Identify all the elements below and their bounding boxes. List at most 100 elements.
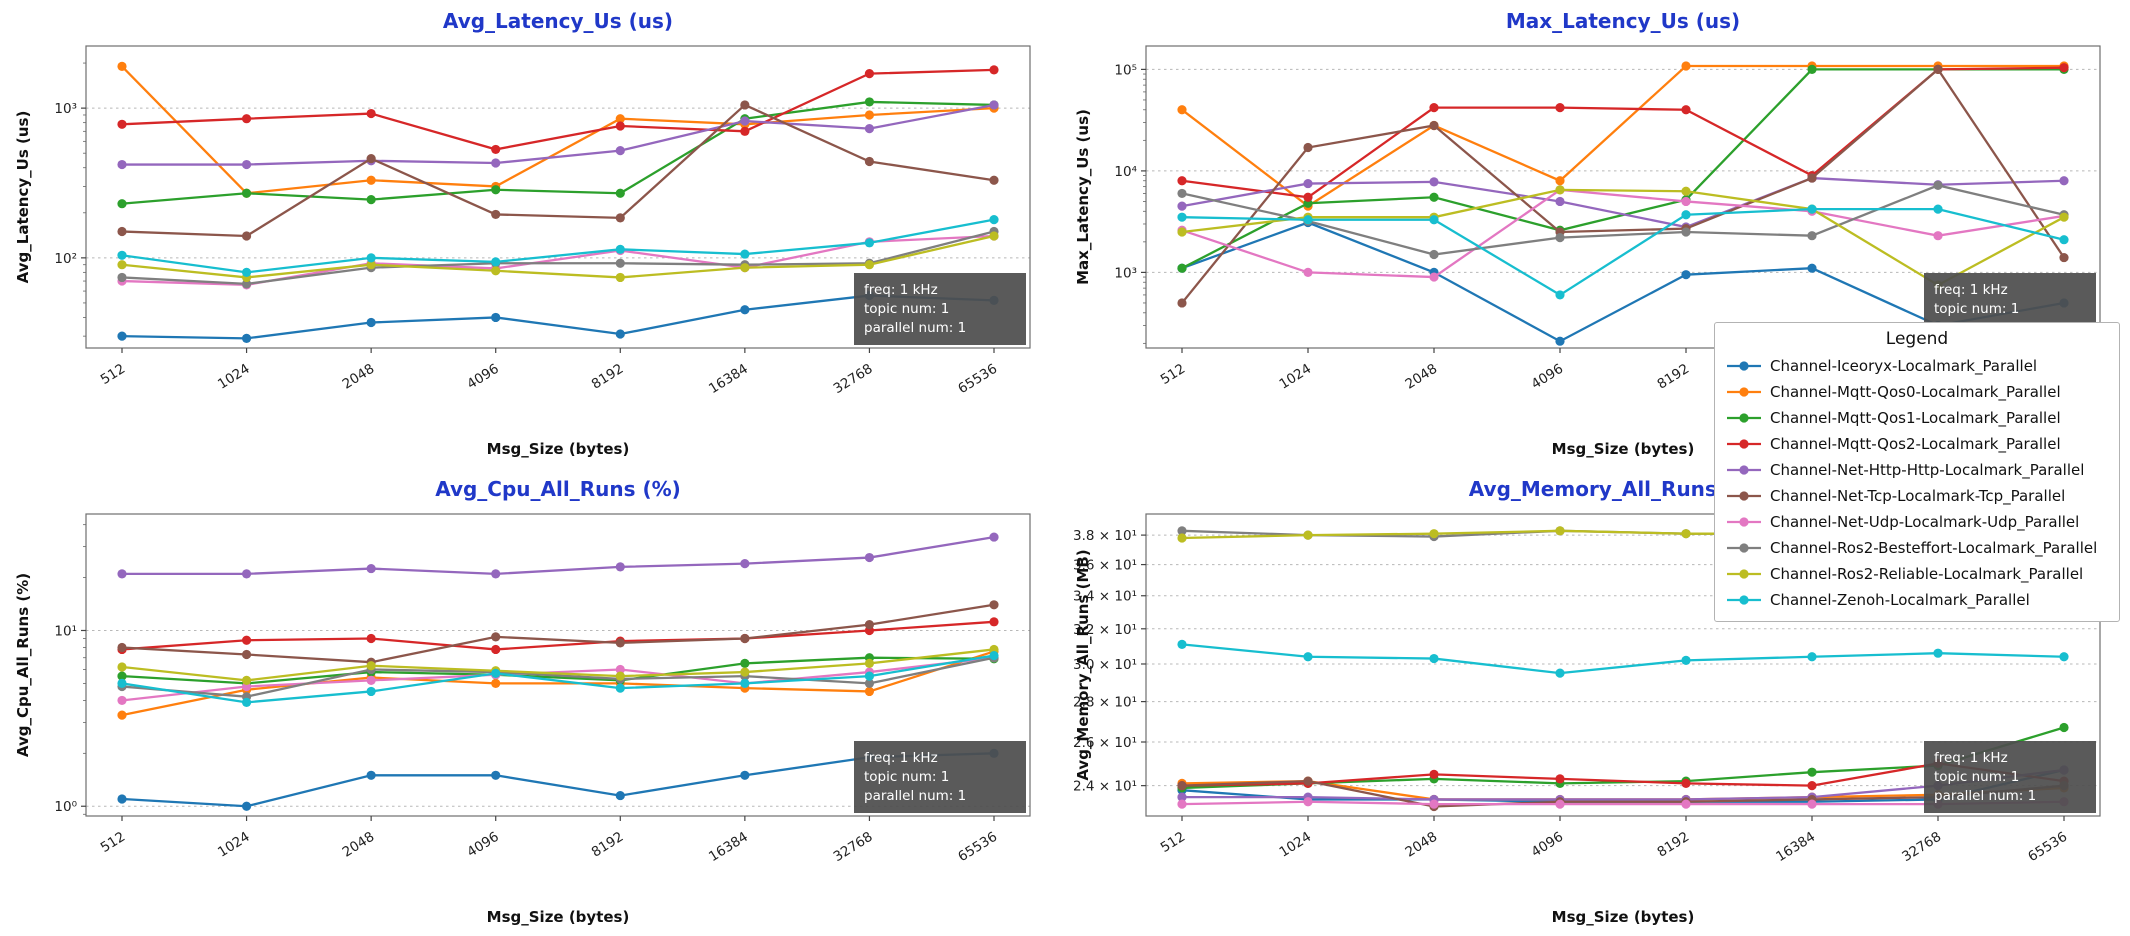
data-point [615,664,625,675]
y-axis-label: Avg_Latency_Us (us) [14,111,32,284]
legend-line-marker-icon [1727,387,1761,397]
series-line [121,656,995,702]
data-point [241,675,252,685]
x-tick-label: 512 [98,829,128,856]
x-tick-label: 8192 [1655,361,1693,393]
series-line [1181,176,2065,229]
data-point [989,532,999,542]
data-point [1303,797,1313,807]
series-line [1181,67,2065,304]
data-point [491,569,501,579]
data-point [1429,177,1439,187]
data-point [2059,252,2069,263]
annotation-line: freq: 1 kHz [864,282,938,298]
x-tick-label: 8192 [589,361,627,393]
data-point [615,671,625,681]
data-point [864,678,875,688]
data-point [1429,192,1439,202]
data-point [615,562,625,572]
series-line [1181,643,2065,675]
data-point [989,175,999,185]
x-tick-label: 1024 [215,361,253,393]
data-point [864,260,875,270]
data-point [241,267,252,277]
legend-title: Legend [1885,329,1949,349]
data-point [1177,227,1187,237]
series-line [121,656,995,698]
data-point [1177,212,1187,222]
legend-line-marker-icon [1727,361,1761,371]
annotation-line: parallel num: 1 [864,788,966,804]
data-point [1177,781,1187,791]
chart-canvas: 2.4 × 10¹ 2.6 × 10¹ 2.8 × 10¹ 3.0 × 10¹ 3.2 … [1073,477,2101,926]
x-tick-label: 512 [98,361,128,388]
data-point [1555,336,1565,346]
data-point [1177,526,1187,536]
legend-item: Channel-Iceoryx-Localmark_Parallel [1725,353,2109,379]
series-line [1181,184,2065,256]
series-line [121,752,995,808]
y-tick-label: 10³ [1114,265,1137,281]
y-tick-label: 10⁵ [1114,62,1137,78]
data-point [989,600,999,610]
data-point [2059,722,2069,733]
data-point [1681,270,1691,280]
data-point [864,110,875,120]
data-point [1933,180,1943,190]
data-point [1681,210,1691,220]
series-line [1182,768,2065,801]
annotation-line: topic num: 1 [864,769,949,785]
data-point [491,632,501,642]
data-point [117,569,127,579]
data-point [1429,529,1439,539]
data-point [491,668,501,678]
x-tick-label: 4096 [1529,361,1567,393]
data-point [1681,227,1691,237]
legend-line-marker-icon [1727,439,1761,449]
data-point [740,249,750,259]
data-point [241,635,252,645]
legend-item-label: Channel-Ros2-Reliable-Localmark_Parallel [1770,565,2084,583]
data-point [740,263,750,273]
annotation-box [854,273,1026,345]
data-point [241,188,252,198]
legend-item: Channel-Ros2-Reliable-Localmark_Parallel [1725,561,2109,587]
data-point [1303,776,1313,786]
data-point [117,710,127,720]
data-point [1429,120,1439,131]
series-line [1181,207,2065,297]
data-point [1933,648,1943,658]
data-point [615,121,625,131]
data-point [615,213,625,223]
x-tick-label: 512 [1158,361,1188,388]
data-point [1807,173,1817,183]
data-point [1177,263,1187,273]
data-point [1681,529,1691,539]
y-tick-label: 10³ [54,101,77,117]
data-point [615,114,625,124]
data-point [864,123,875,134]
plot-frame [85,513,1031,817]
data-point [117,199,127,209]
data-point [740,100,750,110]
x-tick-label: 1024 [215,829,253,861]
data-point [1807,781,1817,791]
data-point [864,238,875,248]
data-point [615,146,625,156]
annotation-box [1924,741,2096,813]
data-point [366,317,376,328]
data-point [241,114,252,124]
data-point [1681,655,1691,665]
data-point [2059,235,2069,245]
x-tick-label: 512 [1158,829,1188,856]
data-point [1555,196,1565,207]
annotation-line: freq: 1 kHz [1934,750,2008,766]
y-axis-label: Avg_Memory_All_Runs (MB) [1074,549,1092,780]
legend: Legend Channel-Iceoryx-Localmark_Paralle… [1714,322,2120,622]
data-point [2059,652,2069,662]
x-tick-label: 16384 [706,361,751,397]
data-point [117,272,127,283]
legend-item-label: Channel-Net-Udp-Localmark-Udp_Parallel [1770,513,2080,531]
chart-title: Avg_Cpu_All_Runs (%) [435,477,681,501]
x-axis-label: Msg_Size (bytes) [487,908,630,926]
